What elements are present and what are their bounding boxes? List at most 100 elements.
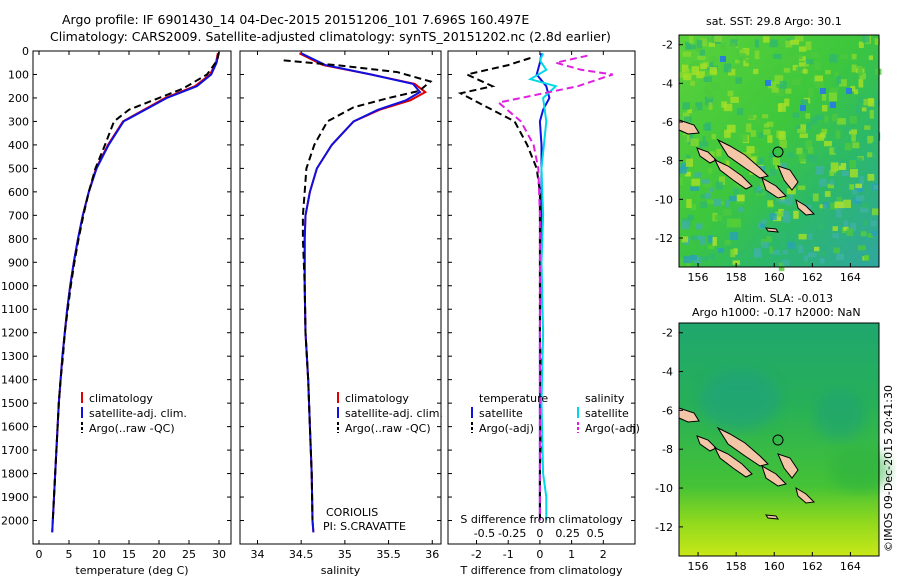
salinity-panel: 34 34.5 35 35.5 36 salinity climatology satelli… <box>239 50 443 577</box>
sst-cell <box>796 147 803 155</box>
sst-cell <box>806 155 815 161</box>
sst-cell <box>798 153 806 163</box>
sst-cell <box>738 133 748 142</box>
sst-cell <box>758 157 764 165</box>
x-tick-label: -1 <box>503 548 514 561</box>
sst-cell <box>805 140 813 150</box>
sst-cell <box>874 68 882 75</box>
sla-map-axes: 156 158 160 162 164 -2 -4 -6 -8 -10 -12 <box>655 327 861 573</box>
sst-cell <box>803 255 809 262</box>
map-y-tick-label: -10 <box>655 482 673 495</box>
sst-cell <box>872 141 878 150</box>
x-tick-label: 2 <box>600 548 607 561</box>
sst-cell <box>681 64 689 73</box>
sst-cell <box>872 208 880 216</box>
sst-cell <box>862 202 870 209</box>
sst-cell <box>699 38 708 47</box>
sst-cell <box>852 190 858 195</box>
sst-cell <box>755 148 760 154</box>
map-x-tick-label: 162 <box>802 560 823 573</box>
sst-cell <box>787 241 795 249</box>
series-group <box>51 51 220 533</box>
sst-cell <box>693 256 702 264</box>
sst-cell <box>702 136 708 143</box>
sst-cell <box>690 235 698 241</box>
sst-cell <box>680 135 687 143</box>
series-line-argo-raw-qc- <box>51 51 220 521</box>
sst-cell <box>785 40 793 48</box>
map-y-tick-label: -8 <box>662 443 673 456</box>
map-x-tick-label: 158 <box>726 560 747 573</box>
sst-map-title: sat. SST: 29.8 Argo: 30.1 <box>706 15 842 28</box>
sst-cell <box>765 67 771 76</box>
sst-cell <box>754 39 759 48</box>
sst-cell <box>732 218 741 228</box>
sst-cell <box>830 202 839 210</box>
sst-cell <box>818 178 827 187</box>
sst-cell <box>734 182 743 189</box>
sst-cell <box>720 42 726 50</box>
sst-cell <box>762 114 769 119</box>
x-tick-label: 5 <box>66 548 73 561</box>
y-tick-label: 1500 <box>1 397 29 410</box>
sst-cell <box>798 46 807 52</box>
sst-cell <box>867 135 874 144</box>
sst-cell <box>807 252 817 258</box>
sst-cell <box>835 165 843 171</box>
map-y-tick-label: -6 <box>662 404 673 417</box>
sst-cell <box>730 96 739 103</box>
series-line-argo-raw-qc- <box>283 59 433 521</box>
sst-cell <box>827 183 834 189</box>
sst-cell <box>767 200 774 207</box>
sst-cell <box>685 64 694 69</box>
sst-cell <box>773 198 781 205</box>
sst-cell <box>836 196 842 205</box>
sst-cell <box>808 215 814 224</box>
sst-cell <box>786 198 793 206</box>
sst-cell <box>736 251 742 258</box>
x-axis-label: T difference from climatology <box>460 564 623 577</box>
sst-cell <box>833 146 841 154</box>
map-x-tick-label: 160 <box>764 560 785 573</box>
sst-cell <box>773 157 780 166</box>
sst-cell <box>854 89 859 95</box>
sst-cell <box>843 199 851 208</box>
sst-cell <box>797 185 806 190</box>
sst-cell <box>825 70 831 75</box>
sst-cell <box>704 192 711 199</box>
series-group <box>457 52 614 521</box>
x-tick-label: 35 <box>338 548 352 561</box>
sst-cell <box>690 204 697 211</box>
sst-cell <box>817 222 824 230</box>
sst-cell <box>696 47 701 52</box>
sst-cell <box>697 55 706 60</box>
sst-cell <box>834 71 839 78</box>
sst-cell <box>709 151 715 159</box>
sst-cell <box>810 52 820 58</box>
sst-cell <box>779 241 786 249</box>
sst-cell <box>824 141 832 147</box>
sst-cell <box>757 186 762 191</box>
sst-cell <box>708 102 713 110</box>
sst-cell <box>816 166 824 175</box>
sst-cell <box>688 35 694 44</box>
sst-cell <box>753 68 759 75</box>
sst-cell <box>798 62 806 67</box>
sst-cell <box>814 246 820 252</box>
sst-cell <box>851 64 857 73</box>
sst-cell <box>814 75 824 82</box>
sst-cell <box>824 115 829 123</box>
sst-cell <box>745 123 752 133</box>
series-line-salinity-satellite <box>527 52 558 521</box>
sst-cell <box>822 202 829 209</box>
sst-cell <box>723 63 732 73</box>
sst-cell <box>816 134 825 141</box>
sst-cell <box>700 236 705 245</box>
map-y-tick-label: -12 <box>655 232 673 245</box>
sst-cell <box>679 167 687 174</box>
sst-cell <box>762 36 770 43</box>
map-y-tick-label: -8 <box>662 155 673 168</box>
sst-cell <box>685 69 690 75</box>
x-tick-label: 30 <box>212 548 226 561</box>
x-tick-label: -2 <box>471 548 482 561</box>
